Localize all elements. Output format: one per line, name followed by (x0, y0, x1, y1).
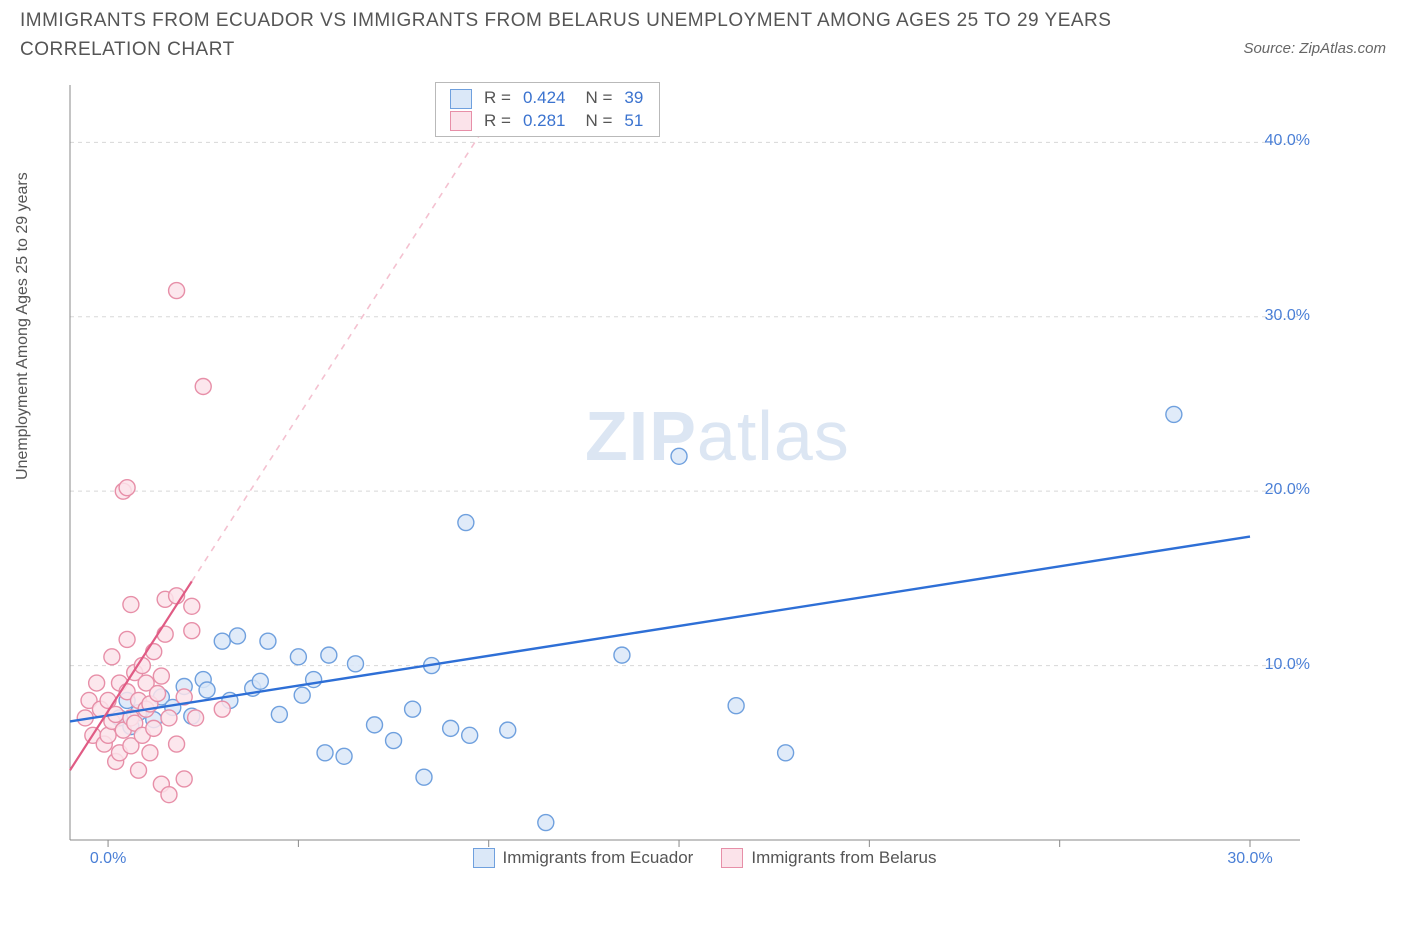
x-tick-label: 0.0% (90, 850, 126, 868)
x-tick-label: 30.0% (1227, 850, 1272, 868)
correlation-legend: R =0.424N =39R =0.281N =51 (435, 82, 660, 137)
y-tick-label: 30.0% (1250, 307, 1310, 325)
source-attribution: Source: ZipAtlas.com (1243, 40, 1386, 57)
legend-item: Immigrants from Belarus (721, 848, 936, 868)
chart-container: IMMIGRANTS FROM ECUADOR VS IMMIGRANTS FR… (0, 0, 1406, 930)
y-tick-label: 10.0% (1250, 656, 1310, 674)
y-axis-label: Unemployment Among Ages 25 to 29 years (14, 172, 32, 480)
y-tick-label: 20.0% (1250, 481, 1310, 499)
legend-item: Immigrants from Ecuador (473, 848, 694, 868)
chart-title: IMMIGRANTS FROM ECUADOR VS IMMIGRANTS FR… (20, 6, 1120, 65)
series-legend: Immigrants from Ecuador Immigrants from B… (473, 848, 965, 873)
scatter-plot (60, 80, 1310, 870)
y-tick-label: 40.0% (1250, 132, 1310, 150)
